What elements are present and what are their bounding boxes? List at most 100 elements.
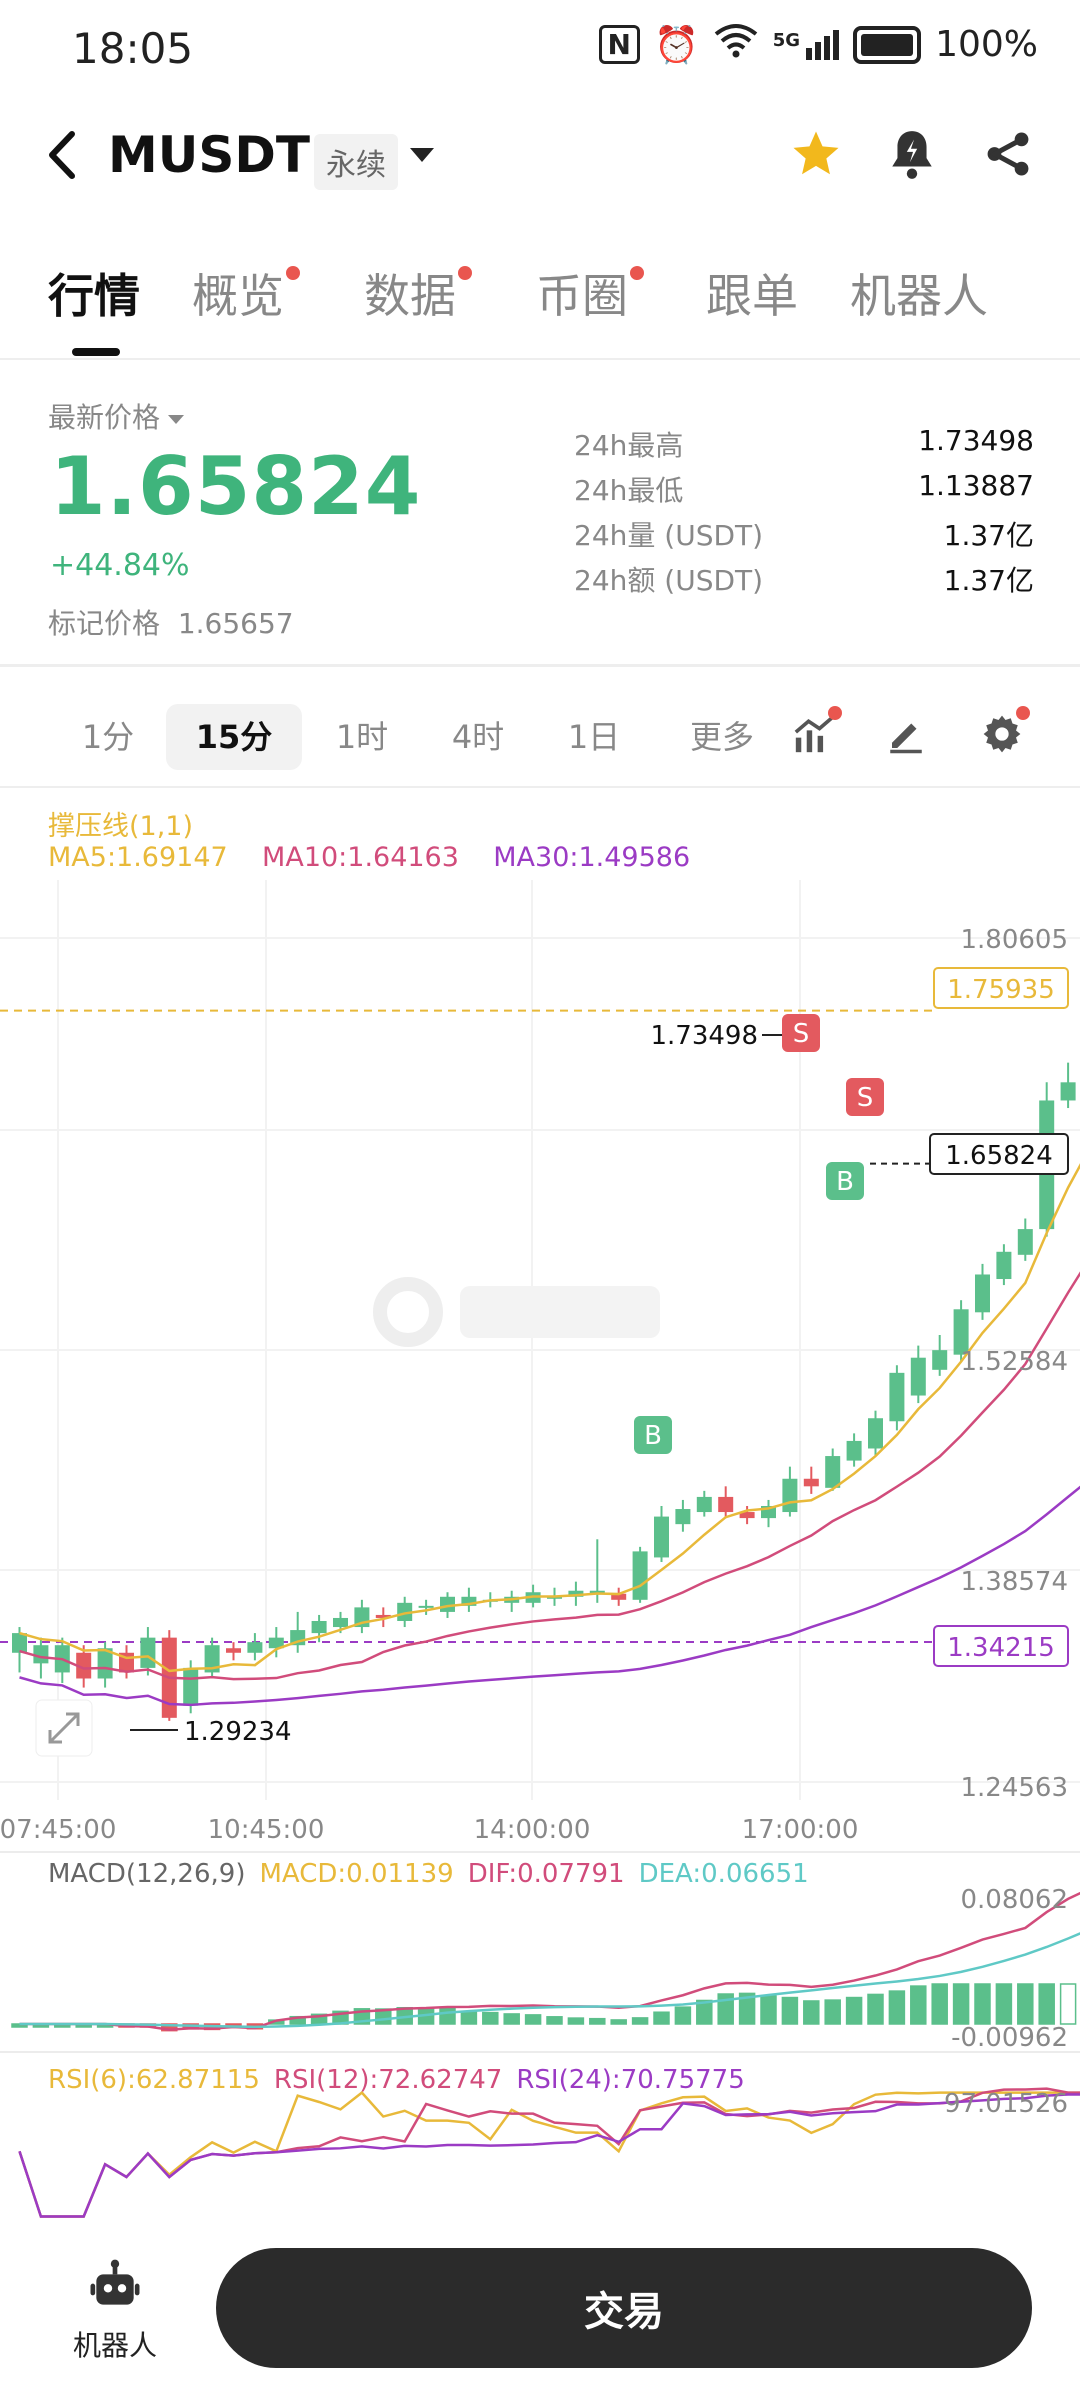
svg-text:S: S [857,1083,874,1113]
macd-bar [931,1983,948,2025]
trade-button[interactable]: 交易 [216,2248,1032,2368]
svg-text:B: B [836,1167,854,1197]
sell-signal-marker: S [846,1078,884,1116]
gear-icon[interactable] [976,706,1030,760]
symbol-title[interactable]: MUSDT [108,126,310,184]
price-axis-label: 1.52584 [960,1347,1068,1377]
high-price-label: 1.73498 [650,1021,758,1051]
price-axis-label: 1.24563 [960,1773,1068,1803]
macd-legend: MACD(12,26,9) MACD:0.01139 DIF:0.07791 DEA:… [48,1859,809,1889]
candle [611,1593,627,1600]
notification-dot [828,706,842,720]
candle [547,1596,562,1599]
draw-tool-icon[interactable] [880,708,932,760]
interval-1m[interactable]: 1分 [81,718,135,756]
interval-15m[interactable]: 15分 [166,704,302,770]
macd-bar [1038,1983,1055,2025]
tab-market[interactable]: 行情 [48,269,140,323]
robot-button[interactable]: 机器人 [52,2258,178,2364]
candle [226,1648,241,1653]
divider [0,358,1080,360]
candle [311,1620,327,1634]
kline-chart[interactable]: 1.80605 1.52584 1.38574 1.24563 1.75935 … [0,880,1080,2220]
signal-icon: 5G [773,29,840,60]
candle [33,1645,49,1664]
stat-row: 24h量 (USDT) 1.37亿 [574,519,1034,552]
interval-4h[interactable]: 4时 [451,718,505,756]
time-axis-label: 14:00:00 [474,1815,591,1845]
robot-label: 机器人 [72,2329,157,2362]
candle [418,1605,434,1608]
candle [825,1456,841,1488]
tab-data[interactable]: 数据 [364,260,472,326]
macd-bar [567,2017,585,2025]
current-price-label: 1.65824 [945,1141,1053,1171]
candle [12,1633,27,1653]
support-line-legend: 撑压线(1,1) [48,811,194,842]
interval-more[interactable]: 更多 [689,718,754,756]
chevron-down-icon[interactable] [410,148,434,162]
time-axis-label: 17:00:00 [742,1815,859,1845]
divider [0,786,1080,788]
notification-dot [630,266,644,280]
bell-icon[interactable] [884,126,940,182]
back-icon[interactable] [44,130,78,189]
tab-overview[interactable]: 概览 [192,260,300,326]
stat-row: 24h额 (USDT) 1.37亿 [574,564,1034,597]
alarm-icon: ⏰ [653,24,699,66]
macd-bar [439,2007,456,2025]
macd-bar [803,2000,820,2025]
candle [975,1274,990,1313]
ma10-value: MA10:1.64163 [262,842,459,873]
ma-legend: MA5:1.69147 MA10:1.64163 MA30:1.49586 [48,842,690,873]
resistance-level-tag [933,1625,1069,1667]
indicator-icon[interactable] [788,706,842,760]
macd-panel [11,1891,1080,2032]
macd-bar [760,1995,777,2025]
stat-row: 24h最低 1.13887 [574,469,1034,507]
candle [204,1645,220,1673]
buy-signal-marker: B [634,1416,672,1454]
candle [97,1648,113,1679]
candle [675,1509,691,1525]
candle [782,1478,798,1513]
star-icon[interactable] [788,126,844,182]
macd-bar [546,2016,563,2025]
last-price: 1.65824 [50,440,422,533]
macd-bar [1017,1983,1034,2025]
time-axis-label: 07:45:00 [0,1815,116,1845]
contract-type-badge[interactable]: 永续 [314,134,398,190]
expand-icon[interactable] [35,1699,93,1757]
ma5-line [19,1163,1080,1673]
nfc-icon: N [598,25,640,64]
main-tabs: 行情 概览 数据 币圈 跟单 机器人 [0,260,1080,360]
interval-1h[interactable]: 1时 [335,718,389,756]
support-level-tag [933,967,1069,1009]
notification-dot [458,266,472,280]
share-icon[interactable] [980,126,1036,182]
macd-bar [867,1993,884,2025]
macd-bar [995,1983,1013,2025]
interval-1d[interactable]: 1日 [567,718,621,756]
ma5-value: MA5:1.69147 [48,842,228,873]
candle [375,1614,391,1618]
notification-dot [1016,706,1030,720]
candle [996,1251,1012,1280]
macd-bar [781,1996,799,2025]
macd-bar [631,2017,649,2025]
tab-community[interactable]: 币圈 [536,260,644,326]
candle [268,1637,284,1649]
tab-bots[interactable]: 机器人 [850,269,988,323]
chevron-down-icon [168,414,185,424]
battery-level: 100% [935,24,1038,65]
last-price-selector[interactable]: 最新价格 [48,396,185,436]
svg-text:B: B [644,1421,662,1451]
tab-copy-trading[interactable]: 跟单 [706,269,798,323]
ma30-value: MA30:1.49586 [493,842,691,873]
mark-price: 标记价格 1.65657 [48,607,294,640]
price-axis-label: 1.38574 [960,1567,1068,1597]
rsi24-line [18,2093,1080,2218]
ticker-stats: 24h最高 1.73498 24h最低 1.13887 24h量 (USDT) 1.3… [574,424,1034,604]
notification-dot [286,266,300,280]
macd-bar [952,1983,970,2025]
